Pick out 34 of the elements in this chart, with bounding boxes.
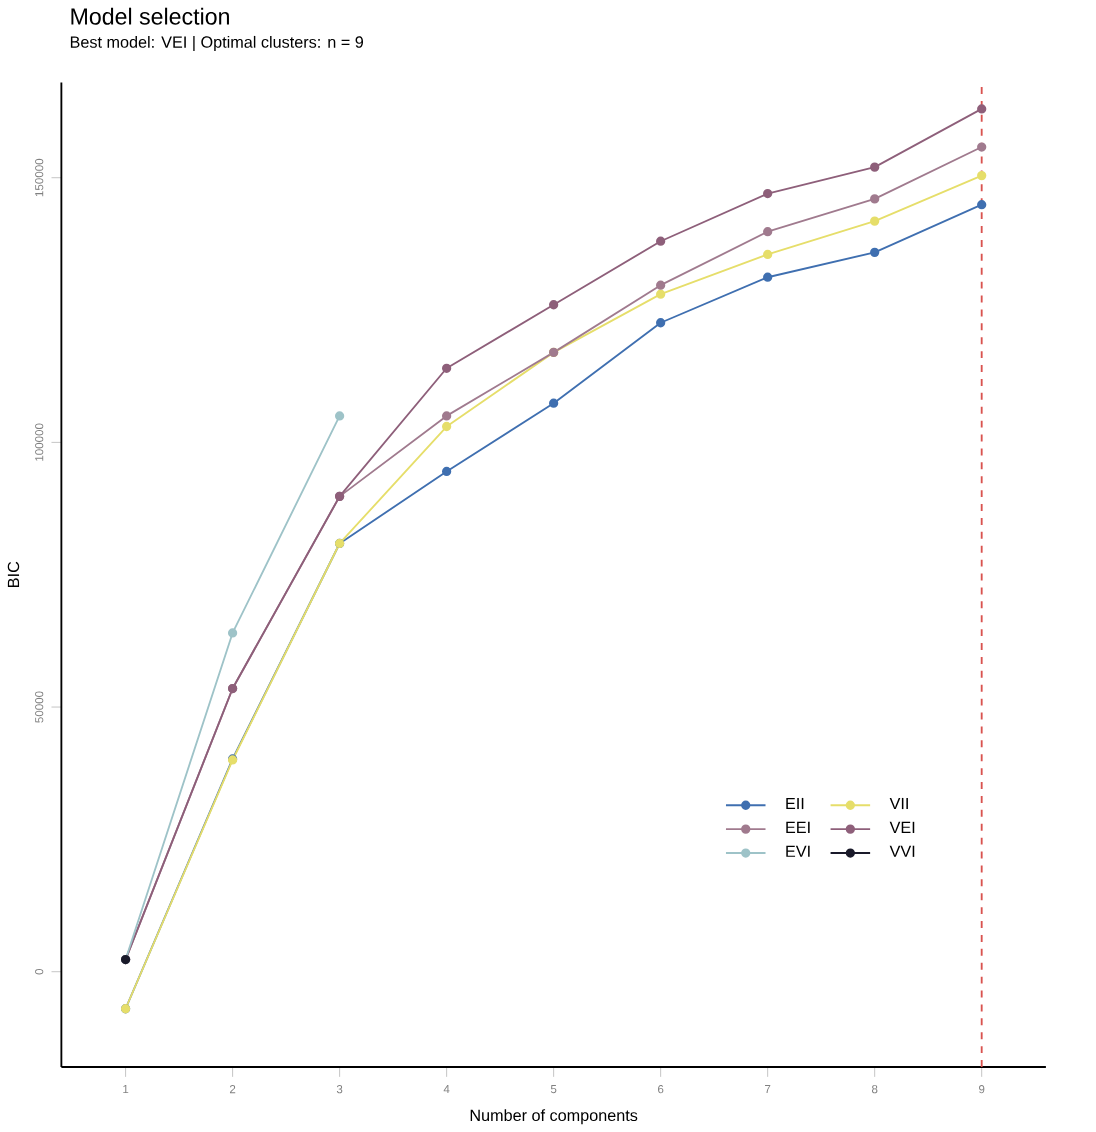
point <box>655 280 666 290</box>
legend-label: EEI <box>786 821 810 833</box>
point <box>548 398 558 408</box>
point <box>655 318 666 328</box>
legend-label: EII <box>786 797 804 810</box>
point <box>762 227 773 237</box>
legend-label: VVI <box>889 845 914 857</box>
legend-label: EVI <box>786 845 810 857</box>
point <box>655 236 666 246</box>
x-axis-title: Number of components <box>470 1109 638 1125</box>
legend-label: VII <box>889 797 908 810</box>
point <box>869 247 880 257</box>
point <box>441 411 451 421</box>
y-axis-title: BIC <box>7 561 19 587</box>
point <box>441 421 451 432</box>
point <box>976 170 987 181</box>
point <box>227 628 237 638</box>
chart-subtitle: Best model: VEI | Optimal clusters: n = 9 <box>70 35 363 52</box>
point <box>762 188 773 199</box>
point <box>976 104 987 114</box>
point <box>976 142 987 152</box>
point <box>655 289 666 299</box>
point <box>548 300 558 310</box>
point <box>869 194 880 204</box>
point <box>762 272 773 282</box>
point <box>869 216 880 226</box>
point <box>762 249 773 260</box>
point <box>976 200 987 210</box>
point <box>441 363 451 373</box>
point <box>334 411 344 421</box>
point <box>441 466 451 477</box>
chart-title: Model selection <box>71 7 229 25</box>
legend-label: VEI <box>889 821 914 833</box>
point <box>869 162 880 172</box>
